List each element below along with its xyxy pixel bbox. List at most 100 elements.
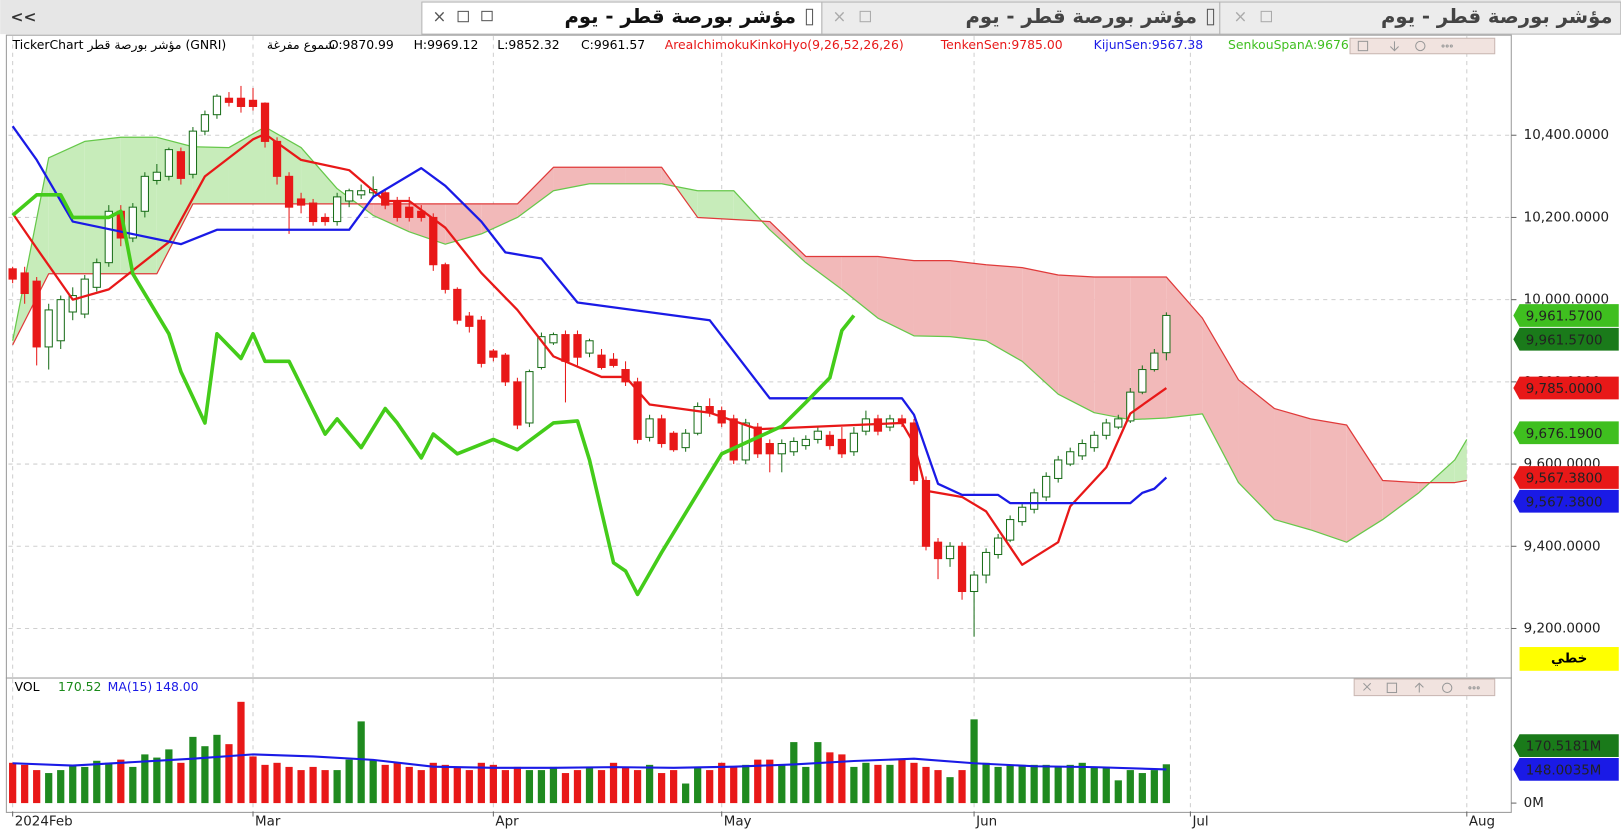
detach-icon[interactable]: [481, 10, 493, 22]
cloud-fill: [1346, 425, 1383, 543]
info-text: MA(15): [108, 679, 153, 694]
collapse-button[interactable]: <<: [11, 8, 37, 26]
close-icon[interactable]: ×: [433, 7, 447, 26]
scale-mode-button[interactable]: [1519, 647, 1619, 671]
candle-body: [260, 102, 270, 142]
volume-bar: [213, 734, 221, 804]
y-tick-label: 10,400.0000: [1524, 128, 1609, 143]
volume-bar: [141, 754, 149, 804]
info-text: TenkenSen:9785.00: [940, 37, 1063, 52]
candle-body: [284, 175, 294, 208]
volume-bar: [69, 764, 77, 804]
volume-bar: [93, 760, 101, 804]
candle-body: [549, 334, 558, 344]
x-tick-label: Jun: [975, 815, 997, 830]
cloud-fill: [1274, 408, 1311, 530]
candle-body: [92, 262, 101, 288]
candle-body: [765, 443, 774, 455]
cloud-fill: [1202, 318, 1239, 483]
candle-body: [1138, 369, 1147, 393]
info-text: شموع مفرغة: [267, 37, 335, 53]
volume-bar: [585, 766, 594, 804]
volume-bar: [718, 762, 726, 804]
scale-mode-label[interactable]: خطي: [1551, 651, 1587, 666]
candle-body: [849, 432, 859, 453]
cloud-fill: [1238, 379, 1275, 520]
tab[interactable]: [821, 1, 1221, 35]
volume-bar: [694, 766, 702, 804]
tab-title[interactable]: مؤشر بورصة قطر - يوم: [966, 5, 1198, 28]
candle-body: [1078, 443, 1087, 457]
candle-body: [188, 130, 198, 175]
volume-bar: [273, 762, 281, 804]
cloud-fill: [589, 167, 626, 184]
moving-average-line: [12, 753, 1167, 771]
candle-body: [296, 198, 306, 206]
cloud-fill: [1130, 277, 1167, 420]
volume-bar: [201, 746, 209, 804]
candle-body: [981, 551, 991, 576]
volume-bar: [369, 759, 377, 804]
price-tag-label: 9,785.0000: [1526, 382, 1603, 397]
span-b-line: [12, 166, 1467, 484]
candle-body: [813, 430, 822, 440]
tab-handle: [1206, 8, 1215, 26]
candle-body: [477, 319, 486, 364]
volume-bar: [165, 749, 173, 804]
volume-bar: [333, 770, 341, 804]
tab[interactable]: [421, 1, 823, 35]
volume-bar: [645, 764, 654, 804]
maximize-icon[interactable]: [859, 10, 871, 23]
pane-toolbar-icons[interactable]: [1357, 40, 1453, 52]
volume-bar: [465, 770, 473, 804]
volume-bar: [982, 762, 990, 804]
span-a-line: [12, 126, 1468, 543]
cloud-fill: [1454, 439, 1467, 483]
volume-bar: [682, 783, 690, 804]
volume-bar: [45, 773, 53, 804]
info-text: 170.52: [58, 679, 101, 694]
candle-body: [1150, 352, 1159, 371]
tab-title[interactable]: مؤشر بورصة قطر - يوم: [1381, 5, 1613, 28]
volume-bar: [1054, 766, 1062, 804]
tab-handle: [805, 8, 814, 26]
volume-bar: [1102, 766, 1110, 804]
volume-bar: [910, 762, 918, 804]
volume-bar: [513, 766, 522, 804]
volume-bar: [81, 766, 89, 804]
maximize-icon[interactable]: [1260, 10, 1272, 23]
cloud-fill: [1310, 418, 1347, 543]
candle-body: [320, 216, 330, 223]
close-icon[interactable]: ×: [833, 7, 847, 26]
volume-bar: [1126, 770, 1134, 804]
tab[interactable]: [1219, 1, 1621, 35]
volume-bar: [9, 762, 17, 804]
tab-title[interactable]: مؤشر بورصة قطر - يوم: [565, 5, 797, 28]
volume-bar: [934, 770, 942, 804]
candle-body: [200, 114, 210, 132]
price-tag-label: 170.5181M: [1526, 740, 1602, 755]
cloud-fill: [841, 256, 878, 319]
price-tag: [1513, 327, 1619, 351]
close-icon[interactable]: ×: [1234, 7, 1248, 26]
price-tag-label: 148.0035M: [1526, 763, 1602, 778]
cloud-fill: [120, 137, 157, 274]
candle-body: [332, 196, 342, 223]
candle-body: [921, 479, 931, 547]
volume-bar: [249, 756, 257, 804]
volume-bar: [802, 766, 810, 804]
maximize-icon[interactable]: [457, 10, 469, 23]
volume-bar: [597, 770, 606, 804]
volume-bar: [453, 766, 461, 804]
candle-body: [465, 315, 474, 327]
candle-body: [1162, 314, 1171, 354]
price-tag: [1513, 466, 1619, 489]
cloud-fill: [1058, 274, 1095, 413]
price-tag: [1513, 304, 1619, 327]
x-tick-label: May: [724, 815, 752, 830]
volume-bar: [1090, 766, 1098, 804]
pane-toolbar-icons[interactable]: [1363, 682, 1480, 694]
candle-body: [1114, 418, 1123, 428]
cloud-fill: [877, 256, 914, 336]
